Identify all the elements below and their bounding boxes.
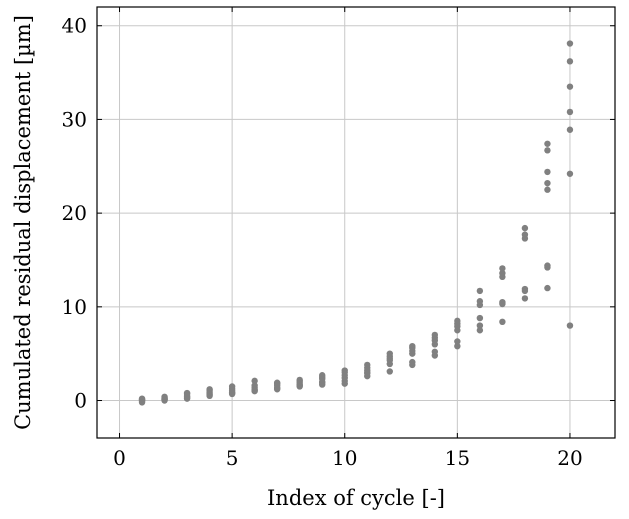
data-point [566, 126, 574, 133]
data-point [386, 355, 393, 362]
x-tick-label: 20 [557, 446, 582, 470]
data-point [409, 358, 416, 366]
data-point [228, 383, 236, 390]
plot-frame [96, 6, 616, 439]
x-axis-label: Index of cycle [-] [267, 486, 445, 510]
data-point [521, 231, 529, 238]
data-point [296, 382, 303, 389]
data-point [521, 285, 529, 293]
y-tick-label: 40 [62, 14, 87, 38]
data-point [566, 170, 574, 177]
data-point [409, 342, 416, 350]
data-point [476, 327, 484, 334]
data-point [544, 284, 551, 292]
data-point [251, 382, 258, 389]
data-point [341, 367, 348, 374]
data-point [566, 40, 574, 47]
data-point [364, 361, 371, 369]
data-point [499, 265, 506, 272]
data-point [138, 396, 146, 404]
data-point [431, 331, 439, 339]
data-point [228, 389, 236, 397]
x-tick-labels: 0 5 10 15 20 [113, 446, 583, 470]
data-point [521, 224, 529, 232]
y-tick-labels: 0 10 20 30 40 [62, 14, 87, 413]
axis-ticks [97, 7, 615, 438]
data-point [296, 376, 303, 384]
data-point [499, 318, 506, 326]
data-point [183, 389, 191, 397]
data-point [454, 338, 461, 345]
grid [97, 7, 615, 438]
x-tick-label: 5 [226, 446, 239, 470]
y-tick-label: 0 [74, 389, 87, 413]
data-point [386, 350, 393, 357]
data-point [566, 322, 574, 329]
data-point [431, 348, 439, 355]
data-point [386, 368, 393, 375]
y-tick-label: 20 [62, 201, 87, 225]
y-tick-label: 30 [62, 107, 87, 131]
data-point [319, 379, 326, 386]
data-point [499, 269, 506, 277]
data-point [566, 83, 574, 90]
data-point [273, 385, 281, 392]
data-point [454, 342, 461, 350]
data-point [364, 369, 371, 376]
data-point [544, 140, 551, 147]
data-point [521, 295, 529, 302]
x-tick-label: 15 [445, 446, 470, 470]
y-tick-label: 10 [62, 295, 87, 319]
data-point [544, 262, 551, 269]
data-point [251, 387, 258, 394]
data-point [566, 58, 574, 65]
data-point [476, 314, 484, 322]
data-point [476, 287, 484, 295]
data-point [499, 298, 506, 306]
data-point [251, 377, 258, 385]
data-point [206, 386, 213, 393]
x-tick-label: 0 [113, 446, 126, 470]
data-point [544, 179, 551, 187]
data-point [454, 317, 461, 325]
data-point [319, 372, 326, 379]
data-point [273, 379, 281, 386]
x-tick-label: 10 [332, 446, 357, 470]
data-point [161, 395, 168, 403]
data-point [544, 168, 551, 176]
y-axis-label: Cumulated residual displacement [µm] [11, 15, 35, 430]
data-point [476, 298, 484, 305]
data-point [183, 394, 191, 401]
data-point [544, 186, 551, 193]
data-point [544, 147, 551, 154]
data-point [476, 322, 484, 329]
data-points [138, 40, 574, 406]
data-point [206, 391, 213, 399]
data-point [566, 108, 574, 116]
